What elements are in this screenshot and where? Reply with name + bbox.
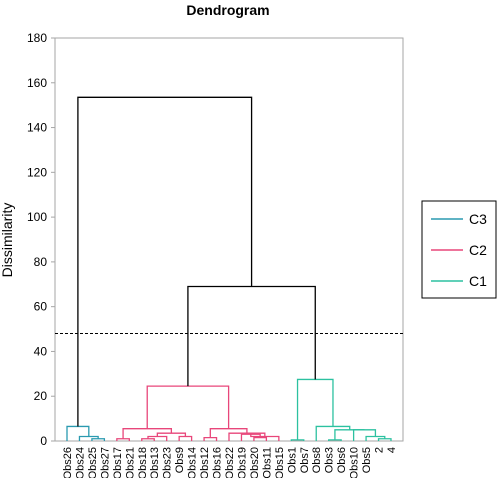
y-tick-label: 40 [34, 344, 48, 358]
dendrogram-link [328, 439, 342, 441]
legend: C3 C2 C1 [421, 200, 497, 299]
dendrogram-link [203, 436, 218, 441]
dendrogram-link [228, 432, 266, 441]
y-axis: 0 20 40 60 80 100 120 140 160 180 [27, 31, 55, 448]
leaf-labels: Obs26 Obs24 Obs25 Obs27 Obs17 Obs21 Obs18 Obs13… [62, 447, 398, 478]
leaf-label: Obs7 [299, 447, 311, 473]
leaf-label: Obs20 [249, 447, 261, 478]
leaf-label: Obs12 [199, 447, 211, 478]
leaf-label: Obs3 [324, 447, 336, 473]
leaf-label: Obs5 [361, 447, 373, 473]
dendrogram-link [178, 435, 193, 441]
dendrogram-link [77, 96, 253, 427]
leaf-label: Obs11 [261, 447, 273, 478]
dendrogram-link [187, 285, 316, 387]
legend-label: C1 [469, 273, 487, 289]
leaf-label: Obs27 [99, 447, 111, 478]
leaf-label: Obs9 [174, 447, 186, 473]
dendrogram-link [66, 425, 90, 441]
leaf-label: Obs6 [336, 447, 348, 473]
leaf-label: Obs18 [137, 447, 149, 478]
dendrogram-link [352, 429, 377, 441]
y-tick-label: 20 [34, 389, 48, 403]
y-axis-title: Dissimilarity [0, 203, 15, 278]
y-tick-label: 180 [27, 31, 47, 45]
leaf-label: Obs16 [212, 447, 224, 478]
leaf-label: Obs1 [286, 447, 298, 473]
y-tick-label: 160 [27, 76, 47, 90]
leaf-label: 4 [386, 447, 398, 453]
leaf-label: Obs14 [187, 447, 199, 478]
leaf-label: Obs17 [112, 447, 124, 478]
leaf-label: 2 [374, 447, 386, 453]
y-tick-label: 80 [34, 255, 48, 269]
legend-label: C3 [469, 211, 487, 227]
dendrogram-link [334, 429, 365, 440]
plot-area [54, 37, 404, 442]
y-tick-label: 0 [40, 434, 47, 448]
chart-title: Dendrogram [186, 2, 269, 18]
leaf-label: Obs15 [274, 447, 286, 478]
leaf-label: Obs19 [236, 447, 248, 478]
y-tick-label: 120 [27, 165, 47, 179]
leaf-label: Obs8 [311, 447, 323, 473]
leaf-label: Obs25 [87, 447, 99, 478]
dendrogram-links [66, 96, 392, 441]
leaf-label: Obs13 [149, 447, 161, 478]
dendrogram-link [296, 378, 334, 440]
legend-label: C2 [469, 242, 487, 258]
y-tick-label: 140 [27, 121, 47, 135]
leaf-label: Obs26 [62, 447, 74, 478]
leaf-label: Obs24 [74, 447, 86, 478]
leaf-label: Obs23 [162, 447, 174, 478]
dendrogram-link [146, 385, 230, 429]
leaf-label: Obs21 [124, 447, 136, 478]
dendrogram-link [253, 436, 268, 441]
y-tick-label: 100 [27, 210, 47, 224]
dendrogram-link [290, 439, 305, 441]
dendrogram-link [156, 432, 187, 437]
leaf-label: Obs22 [224, 447, 236, 478]
dendrogram-link [315, 425, 351, 441]
y-tick-label: 60 [34, 300, 48, 314]
leaf-label: Obs10 [349, 447, 361, 478]
